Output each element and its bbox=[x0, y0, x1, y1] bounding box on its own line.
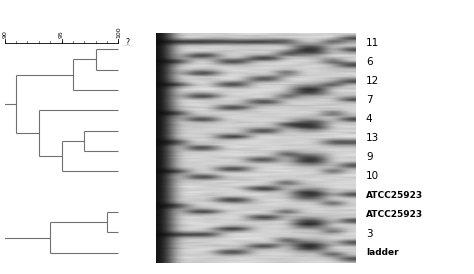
Text: ladder: ladder bbox=[366, 248, 399, 257]
Text: ?: ? bbox=[125, 38, 129, 47]
Text: 7: 7 bbox=[366, 95, 373, 105]
Text: 3: 3 bbox=[366, 229, 373, 239]
Text: 12: 12 bbox=[366, 76, 379, 86]
Text: 10: 10 bbox=[366, 172, 379, 181]
Text: 13: 13 bbox=[366, 133, 379, 144]
Text: 6: 6 bbox=[366, 57, 373, 67]
Text: 11: 11 bbox=[366, 38, 379, 48]
Text: 95: 95 bbox=[59, 30, 64, 38]
Text: ATCC25923: ATCC25923 bbox=[366, 191, 423, 200]
Text: 100: 100 bbox=[116, 26, 121, 38]
Text: 4: 4 bbox=[366, 115, 373, 124]
Text: 90: 90 bbox=[2, 30, 7, 38]
Text: 9: 9 bbox=[366, 152, 373, 162]
Text: ATCC25923: ATCC25923 bbox=[366, 210, 423, 219]
